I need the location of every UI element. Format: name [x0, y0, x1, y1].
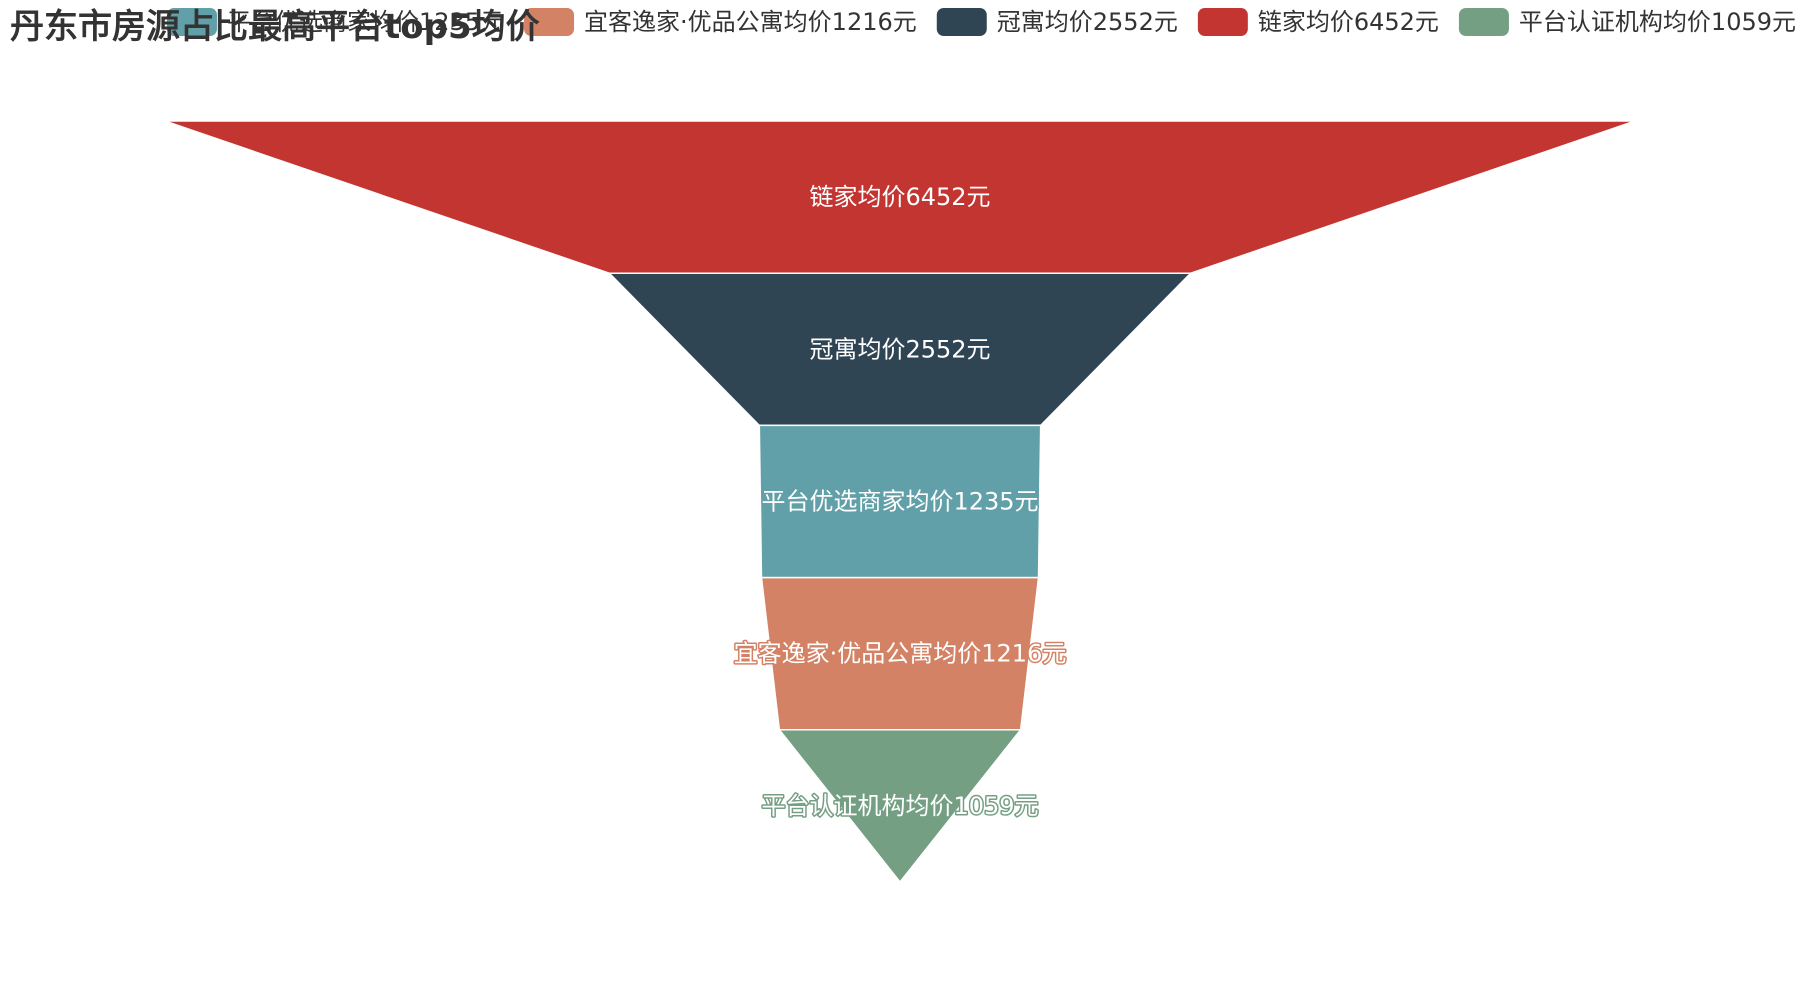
legend-item[interactable]: 链家均价6452元: [1197, 8, 1439, 36]
funnel-label: 平台优选商家均价1235元: [761, 488, 1038, 516]
funnel-label: 平台认证机构均价1059元: [761, 792, 1038, 820]
legend-item[interactable]: 平台优选商家均价1235元: [166, 8, 504, 36]
funnel-label: 宜客逸家·优品公寓均价1216元: [734, 640, 1067, 668]
legend-item[interactable]: 平台认证机构均价1059元: [1458, 8, 1796, 36]
legend-swatch: [524, 8, 575, 36]
legend-label: 宜客逸家·优品公寓均价1216元: [584, 8, 917, 36]
funnel-label: 冠寓均价2552元: [809, 335, 990, 363]
legend-swatch: [936, 8, 987, 36]
legend-label: 冠寓均价2552元: [997, 8, 1178, 36]
legend-item[interactable]: 冠寓均价2552元: [936, 8, 1178, 36]
legend: 平台优选商家均价1235元 宜客逸家·优品公寓均价1216元 冠寓均价2552元 链家…: [166, 8, 1796, 36]
legend-label: 平台认证机构均价1059元: [1519, 8, 1796, 36]
funnel-segment[interactable]: [777, 729, 1023, 884]
legend-label: 链家均价6452元: [1258, 8, 1439, 36]
legend-label: 平台优选商家均价1235元: [227, 8, 504, 36]
funnel-segments: [164, 120, 1636, 884]
funnel-label: 链家均价6452元: [809, 183, 990, 211]
legend-swatch: [166, 8, 217, 36]
legend-item[interactable]: 宜客逸家·优品公寓均价1216元: [524, 8, 917, 36]
legend-swatch: [1458, 8, 1509, 36]
chart-title: 丹东市房源占比最高平台top5均价: [10, 7, 540, 47]
legend-swatch: [1197, 8, 1248, 36]
funnel-labels: 链家均价6452元冠寓均价2552元平台优选商家均价1235元宜客逸家·优品公寓…: [732, 182, 1068, 822]
